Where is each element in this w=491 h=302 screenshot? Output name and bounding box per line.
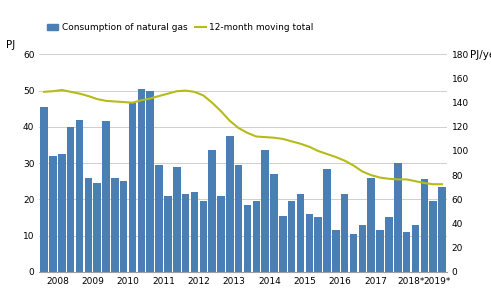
Bar bbox=[217, 196, 225, 272]
Bar bbox=[411, 225, 419, 272]
Bar bbox=[305, 214, 313, 272]
Bar bbox=[288, 201, 296, 272]
Bar bbox=[182, 194, 190, 272]
Bar bbox=[93, 183, 101, 272]
Bar bbox=[261, 150, 269, 272]
Bar bbox=[76, 120, 83, 272]
Bar bbox=[252, 201, 260, 272]
Bar bbox=[208, 150, 216, 272]
Bar bbox=[137, 89, 145, 272]
Bar bbox=[323, 169, 331, 272]
Bar bbox=[332, 230, 340, 272]
Legend: Consumption of natural gas, 12-month moving total: Consumption of natural gas, 12-month mov… bbox=[44, 20, 317, 36]
Y-axis label: PJ/year: PJ/year bbox=[469, 50, 491, 60]
Bar bbox=[341, 194, 349, 272]
Bar bbox=[235, 165, 243, 272]
Bar bbox=[146, 91, 154, 272]
Bar bbox=[394, 163, 402, 272]
Bar bbox=[314, 217, 322, 272]
Bar bbox=[279, 216, 287, 272]
Bar bbox=[358, 225, 366, 272]
Bar bbox=[58, 154, 66, 272]
Bar bbox=[40, 107, 48, 272]
Bar bbox=[120, 181, 128, 272]
Bar bbox=[270, 174, 278, 272]
Bar bbox=[385, 217, 393, 272]
Bar bbox=[191, 192, 198, 272]
Bar bbox=[49, 156, 57, 272]
Bar bbox=[164, 196, 172, 272]
Bar bbox=[155, 165, 163, 272]
Bar bbox=[350, 234, 357, 272]
Bar bbox=[173, 167, 181, 272]
Bar bbox=[199, 201, 207, 272]
Y-axis label: PJ: PJ bbox=[6, 40, 15, 50]
Bar bbox=[367, 178, 375, 272]
Bar bbox=[376, 230, 384, 272]
Bar bbox=[111, 178, 119, 272]
Bar bbox=[420, 179, 428, 272]
Bar bbox=[297, 194, 304, 272]
Bar bbox=[226, 136, 234, 272]
Bar bbox=[429, 201, 437, 272]
Bar bbox=[84, 178, 92, 272]
Bar bbox=[102, 121, 110, 272]
Bar bbox=[244, 205, 251, 272]
Bar bbox=[438, 187, 446, 272]
Bar bbox=[129, 103, 136, 272]
Bar bbox=[67, 127, 75, 272]
Bar bbox=[403, 232, 410, 272]
